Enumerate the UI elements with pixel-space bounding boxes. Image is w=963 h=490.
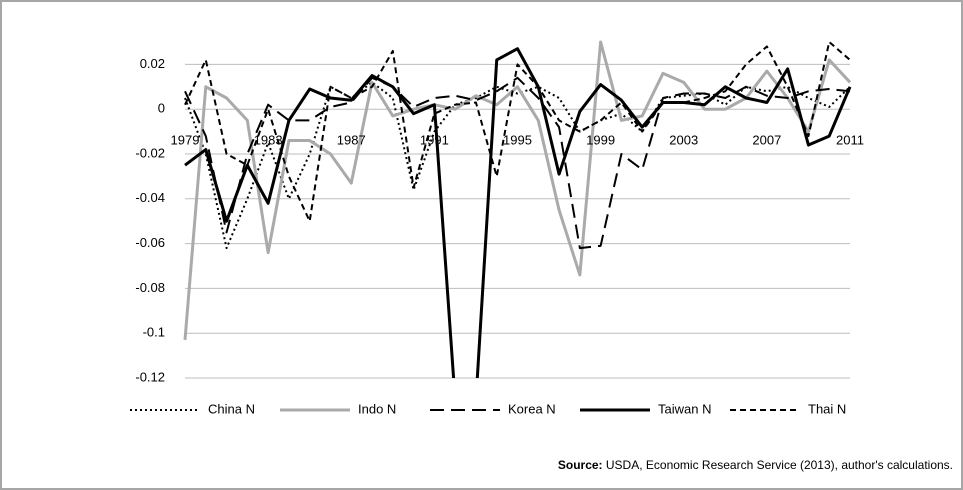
x-tick-label: 2011 <box>836 133 864 148</box>
source-label: Source: <box>558 458 603 472</box>
legend-label: China N <box>208 401 255 416</box>
legend-label: Korea N <box>508 401 556 416</box>
series-line <box>184 81 851 250</box>
y-tick-label: 0 <box>158 101 165 116</box>
y-tick-label: -0.04 <box>135 190 165 205</box>
x-tick-label: 2003 <box>669 133 698 148</box>
grid <box>185 63 850 379</box>
series-line <box>184 41 851 223</box>
series-line <box>183 40 852 341</box>
x-tick-label: 1999 <box>586 133 615 148</box>
x-tick-label: 1979 <box>171 133 200 148</box>
series-line <box>184 47 852 378</box>
plot-lines <box>183 40 852 378</box>
y-tick-label: -0.12 <box>135 369 165 384</box>
labels: -0.12 -0.1 -0.08 -0.06 -0.04 -0.02 0 0.02 China … <box>130 56 864 416</box>
x-tick-label: 1983 <box>254 133 283 148</box>
x-tick-label: 1991 <box>420 133 449 148</box>
legend-label: Indo N <box>358 401 396 416</box>
legend-label: Taiwan N <box>658 401 711 416</box>
source: Source: USDA, Economic Research Service … <box>558 458 953 472</box>
y-tick-label: 0.02 <box>140 56 165 71</box>
source-text: USDA, Economic Research Service (2013), … <box>606 458 953 472</box>
y-tick-label: -0.1 <box>143 325 165 340</box>
x-tick-label: 1987 <box>337 133 366 148</box>
y-tick-label: -0.08 <box>135 280 165 295</box>
legend-label: Thai N <box>808 401 846 416</box>
y-tick-label: -0.06 <box>135 235 165 250</box>
x-tick-label: 2007 <box>752 133 781 148</box>
x-tick-label: 1995 <box>503 133 532 148</box>
series-line <box>184 76 851 250</box>
y-tick-label: -0.02 <box>135 145 165 160</box>
